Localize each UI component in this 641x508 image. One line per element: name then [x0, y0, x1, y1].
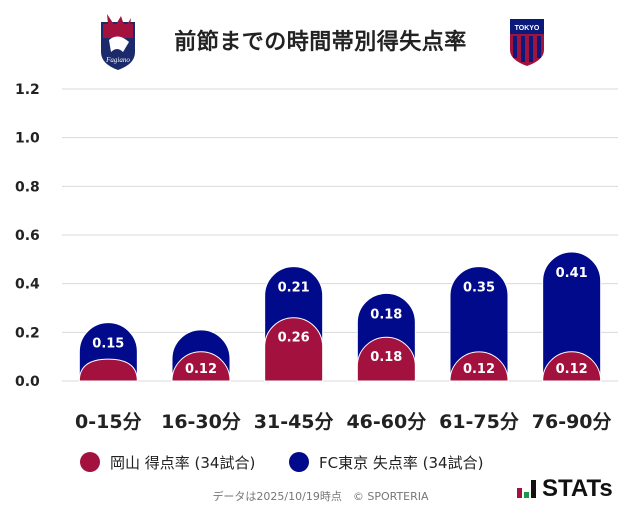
chart-title: 前節までの時間帯別得失点率 — [174, 30, 467, 55]
y-tick-label: 1.0 — [15, 131, 40, 147]
bars — [78, 251, 602, 382]
bar-okayama — [356, 336, 416, 382]
fagiano-okayama-logo: Fagiano — [97, 12, 139, 76]
data-label-fctokyo: 0.15 — [92, 337, 124, 352]
data-label-okayama: 0.26 — [278, 331, 310, 346]
stats-logo-icon — [517, 480, 536, 498]
y-tick-label: 0.6 — [15, 228, 40, 244]
category-label: 46-60分 — [346, 411, 426, 433]
category-label: 16-30分 — [161, 411, 241, 433]
footer-credit: データは2025/10/19時点 © SPORTERIA — [212, 490, 429, 503]
logo-left-text: Fagiano — [105, 56, 130, 64]
data-label-okayama: 0.12 — [556, 362, 588, 377]
bar-okayama — [449, 351, 509, 382]
y-tick-label: 0.2 — [15, 325, 40, 341]
bar-okayama — [542, 351, 602, 382]
legend-fctokyo-label: FC東京 失点率 (34試合) — [319, 453, 484, 472]
bar-okayama — [171, 351, 231, 382]
category-label: 76-90分 — [532, 411, 612, 433]
bar-fctokyo — [542, 251, 602, 382]
stats-brand-text: STATs — [542, 475, 613, 502]
stats-brand: STATs — [516, 475, 613, 503]
data-label-fctokyo: 0.21 — [278, 281, 310, 296]
logo-right-text: TOKYO — [515, 25, 540, 32]
category-labels: 0-15分 16-30分 31-45分 46-60分 61-75分 76-90分 — [75, 411, 611, 433]
category-label: 0-15分 — [75, 411, 142, 433]
data-label-okayama: 0.18 — [370, 350, 402, 365]
data-label-okayama: 0.12 — [463, 362, 495, 377]
data-label-fctokyo: 0.41 — [556, 266, 588, 281]
bar-okayama — [78, 358, 138, 382]
legend-okayama-swatch — [80, 452, 100, 472]
data-labels: 0.15 0.12 0.21 0.26 0.18 0.18 0.35 0.12 0.41 0.12 — [92, 266, 587, 377]
y-tick-label: 0.4 — [15, 277, 40, 293]
y-tick-label: 1.2 — [15, 82, 40, 98]
data-label-fctokyo: 0.35 — [463, 281, 495, 296]
bar-fctokyo — [449, 266, 509, 382]
legend-okayama-label: 岡山 得点率 (34試合) — [110, 453, 256, 472]
y-tick-label: 0.0 — [15, 374, 40, 390]
data-label-fctokyo: 0.18 — [370, 307, 402, 322]
y-tick-label: 0.8 — [15, 179, 40, 195]
data-label-okayama: 0.12 — [185, 362, 217, 377]
grid: 0.0 0.2 0.4 0.6 0.8 1.0 1.2 — [15, 82, 618, 390]
bar-okayama — [264, 317, 324, 382]
category-label: 31-45分 — [254, 411, 334, 433]
legend-fctokyo: FC東京 失点率 (34試合) — [289, 450, 483, 474]
legend-okayama: 岡山 得点率 (34試合) — [80, 450, 255, 474]
chart-area: 0.00.20.40.60.81.01.2 0.150.120.210.260.… — [15, 82, 618, 433]
legend-fctokyo-swatch — [289, 452, 309, 472]
category-label: 61-75分 — [439, 411, 519, 433]
fc-tokyo-logo: TOKYO — [507, 16, 547, 72]
